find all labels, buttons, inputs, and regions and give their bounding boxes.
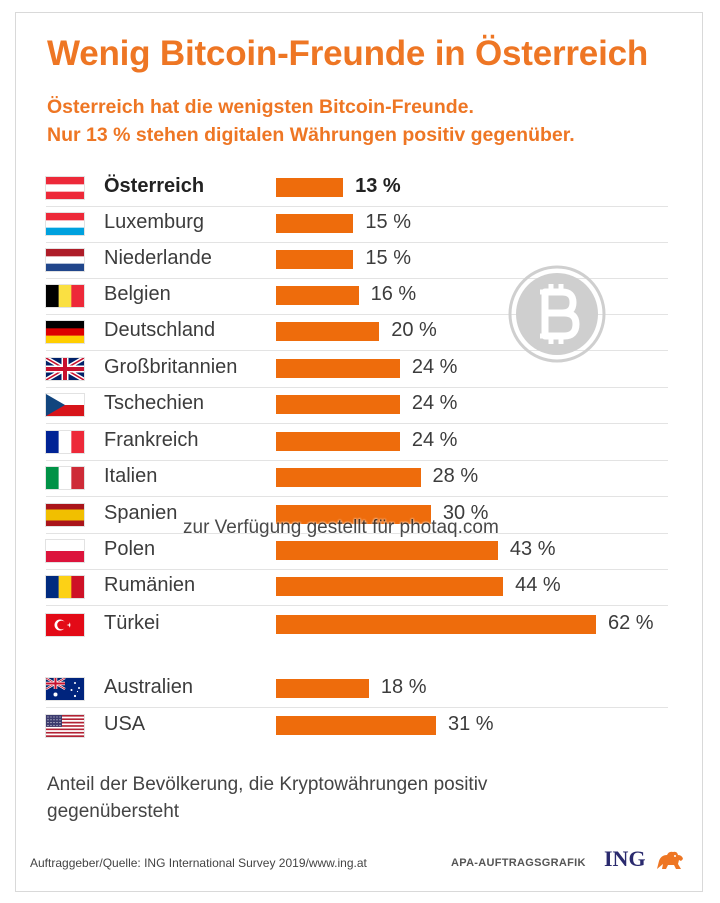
- bar: [276, 286, 359, 305]
- bar: [276, 615, 596, 634]
- category-label: Niederlande: [104, 247, 212, 269]
- bar-row: Australien 18 %: [46, 671, 668, 708]
- bitcoin-icon: [508, 265, 606, 363]
- category-label: Italien: [104, 465, 158, 487]
- category-label: Polen: [104, 538, 156, 560]
- value-label: 31 %: [448, 713, 494, 735]
- bar-row: Großbritannien 24 %: [46, 351, 668, 388]
- bar: [276, 505, 431, 524]
- chart-title: Wenig Bitcoin-Freunde in Österreich: [47, 34, 649, 73]
- bar-row: Polen 43 %: [46, 533, 668, 570]
- bar-row: Italien 28 %: [46, 460, 668, 497]
- category-label: Frankreich: [104, 429, 199, 451]
- category-label: Australien: [104, 676, 193, 698]
- bar: [276, 359, 400, 378]
- spain-flag: [46, 504, 84, 526]
- bar-row: Österreich 13 %: [46, 170, 668, 207]
- czech-flag: [46, 394, 84, 416]
- germany-flag: [46, 321, 84, 343]
- value-label: 44 %: [515, 574, 561, 596]
- category-label: USA: [104, 713, 146, 735]
- ing-logo: ING: [604, 846, 646, 871]
- value-label: 28 %: [432, 465, 479, 487]
- category-label: Belgien: [104, 283, 171, 305]
- bar: [276, 541, 498, 560]
- subtitle-line-2: Nur 13 % stehen digitalen Währungen posi…: [47, 124, 575, 146]
- value-label: 24 %: [411, 392, 458, 414]
- value-label: 30 %: [442, 502, 489, 524]
- bar: [276, 679, 369, 698]
- value-label: 24 %: [411, 429, 458, 451]
- value-label: 15 %: [365, 247, 411, 269]
- luxembourg-flag: [46, 213, 84, 235]
- subtitle-line-1: Österreich hat die wenigsten Bitcoin-Fre…: [47, 96, 474, 118]
- value-label: 43 %: [509, 538, 556, 560]
- bar: [276, 250, 354, 269]
- category-label: Luxemburg: [104, 211, 205, 233]
- italy-flag: [46, 467, 84, 489]
- value-label: 13 %: [355, 175, 401, 197]
- category-label: Tschechien: [104, 392, 205, 414]
- netherlands-flag: [46, 249, 84, 271]
- bar-row: Türkei 62 %: [46, 607, 668, 643]
- bar: [276, 577, 504, 596]
- belgium-flag: [46, 285, 84, 307]
- bar-row: Niederlande 15 %: [46, 242, 668, 279]
- watermark: zur Verfügung gestellt für photaq.com: [183, 517, 499, 538]
- category-label: Großbritannien: [104, 356, 238, 378]
- uk-flag: [46, 358, 84, 380]
- bar: [276, 178, 344, 197]
- bar: [276, 214, 354, 233]
- france-flag: [46, 431, 84, 453]
- source-note: Auftraggeber/Quelle: ING International S…: [30, 856, 367, 870]
- category-label: Spanien: [104, 502, 178, 524]
- australia-flag: [46, 678, 84, 700]
- bar-row: Luxemburg 15 %: [46, 206, 668, 243]
- bar: [276, 432, 400, 451]
- bar-row: Frankreich 24 %: [46, 424, 668, 461]
- bar-row: USA 31 %: [46, 708, 668, 744]
- austria-flag: [46, 177, 84, 199]
- value-label: 15 %: [365, 211, 411, 233]
- bar-row: Belgien 16 %: [46, 278, 668, 315]
- bar: [276, 468, 421, 487]
- bar-row: Spanien 30 %: [46, 497, 668, 534]
- category-label: Deutschland: [104, 319, 216, 341]
- bar: [276, 716, 436, 735]
- category-label: Türkei: [104, 612, 160, 634]
- chart-frame: [15, 12, 703, 892]
- turkey-flag: [46, 614, 84, 636]
- category-label: Österreich: [104, 175, 205, 197]
- bar: [276, 395, 400, 414]
- value-label: 24 %: [411, 356, 458, 378]
- value-label: 18 %: [380, 676, 427, 698]
- value-label: 62 %: [608, 612, 654, 634]
- romania-flag: [46, 576, 84, 598]
- credit-label: APA-AUFTRAGSGRAFIK: [451, 857, 586, 869]
- value-label: 16 %: [370, 283, 417, 305]
- category-label: Rumänien: [104, 574, 196, 596]
- usa-flag: [46, 715, 84, 737]
- bar-row: Tschechien 24 %: [46, 387, 668, 424]
- poland-flag: [46, 540, 84, 562]
- axis-note: Anteil der Bevölkerung, die Kryptowährun…: [47, 774, 488, 822]
- bar-row: Rumänien 44 %: [46, 569, 668, 606]
- value-label: 20 %: [391, 319, 437, 341]
- ing-lion-logo: [657, 851, 683, 869]
- bar-row: Deutschland 20 %: [46, 314, 668, 351]
- chart-subtitle: Österreich hat die wenigsten Bitcoin-Fre…: [47, 93, 575, 149]
- bar: [276, 322, 380, 341]
